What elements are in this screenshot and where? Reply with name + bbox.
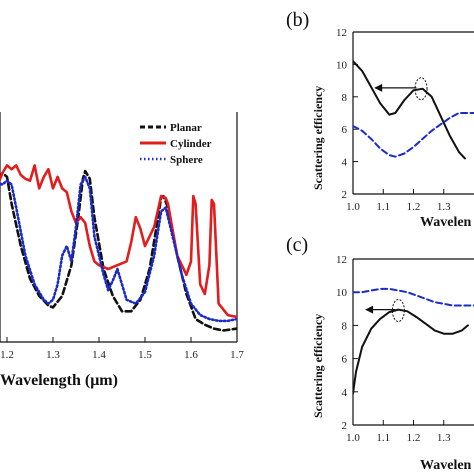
panel-b-series (353, 60, 474, 160)
series-line-c-1 (353, 287, 474, 307)
y-tick-label: 4 (342, 157, 348, 169)
panel-a-x-tick-labels: 1.2 1.3 1.4 1.5 1.6 1.7 (0, 349, 244, 361)
x-tick-label: 1.1 (376, 201, 390, 213)
x-tick-label: 1.0 (346, 432, 360, 444)
panel-a-x-axis-title: Wavelength (μm) (0, 372, 118, 389)
y-tick-label: 12 (336, 27, 347, 39)
panel-a-x-ticks (6, 337, 238, 342)
panel-c-letter: (c) (286, 234, 308, 256)
series-line-a-cylinder (0, 164, 237, 319)
panel-c-y-ticks (353, 258, 358, 426)
series-line-b-0 (353, 60, 466, 160)
panel-b-x-ticks (352, 189, 445, 194)
y-tick-label: 12 (336, 254, 347, 266)
legend-label-cylinder: Cylinder (170, 138, 212, 150)
x-tick-label: 1.7 (230, 349, 244, 361)
y-tick-label: 2 (342, 189, 348, 201)
panel-a-series (0, 164, 237, 332)
x-tick-label: 1.2 (407, 432, 421, 444)
panel-b-annotation (374, 77, 428, 101)
annotation-arrowhead (374, 83, 383, 92)
y-tick-label: 10 (336, 59, 348, 71)
panel-c-y-axis-title: Scattering efficiency (311, 314, 325, 418)
series-line-c-0 (353, 308, 469, 395)
x-tick-label: 1.2 (407, 201, 421, 213)
x-tick-label: 1.4 (92, 349, 106, 361)
panel-b-letter: (b) (286, 9, 309, 31)
y-tick-label: 8 (342, 92, 348, 104)
panel-b-y-tick-labels: 2 4 6 8 10 12 (336, 27, 348, 201)
x-tick-label: 1.0 (346, 201, 360, 213)
series-line-b-1 (353, 112, 474, 158)
series-line-a-planar (0, 169, 237, 332)
y-tick-label: 8 (342, 320, 348, 332)
panel-c-y-tick-labels: 2 4 6 8 10 12 (336, 254, 348, 432)
legend-item-sphere: Sphere (140, 154, 203, 166)
panel-b: (b) 2 4 6 8 10 12 1.0 1.1 1.2 1.3 Scattering eff… (286, 9, 474, 230)
panel-a: 1.2 1.3 1.4 1.5 1.6 1.7 Wavelength (μm) Plana… (0, 112, 244, 389)
y-tick-label: 10 (336, 287, 348, 299)
panel-c-x-ticks (352, 420, 445, 425)
panel-b-x-axis-title: Wavelen (420, 215, 472, 230)
panel-b-x-tick-labels: 1.0 1.1 1.2 1.3 (346, 201, 451, 213)
legend: Planar Cylinder Sphere (140, 122, 212, 166)
y-tick-label: 4 (342, 387, 348, 399)
panel-c-series (353, 287, 474, 395)
x-tick-label: 1.1 (376, 432, 390, 444)
panel-c-x-axis-title: Wavelen (420, 458, 472, 473)
panel-c-annotation (365, 298, 405, 322)
panel-c-x-tick-labels: 1.0 1.1 1.2 1.3 (346, 432, 451, 444)
y-tick-label: 6 (342, 124, 348, 136)
series-line-a-sphere (0, 175, 237, 323)
annotation-ellipse (391, 298, 405, 322)
x-tick-label: 1.5 (138, 349, 152, 361)
annotation-arrowhead (365, 305, 374, 314)
panel-b-y-ticks (353, 31, 358, 195)
x-tick-label: 1.2 (0, 349, 14, 361)
y-tick-label: 6 (342, 354, 348, 366)
panel-c: (c) 2 4 6 8 10 12 1.0 1.1 1.2 1.3 Scattering eff… (286, 234, 474, 473)
y-tick-label: 2 (342, 420, 348, 432)
x-tick-label: 1.3 (46, 349, 60, 361)
legend-label-sphere: Sphere (170, 154, 203, 166)
x-tick-label: 1.3 (437, 432, 451, 444)
legend-item-cylinder: Cylinder (140, 138, 212, 150)
annotation-ellipse (414, 77, 428, 101)
x-tick-label: 1.6 (184, 349, 198, 361)
legend-label-planar: Planar (170, 122, 202, 134)
x-tick-label: 1.3 (437, 201, 451, 213)
panel-b-y-axis-title: Scattering efficiency (311, 86, 325, 190)
legend-item-planar: Planar (140, 122, 202, 134)
